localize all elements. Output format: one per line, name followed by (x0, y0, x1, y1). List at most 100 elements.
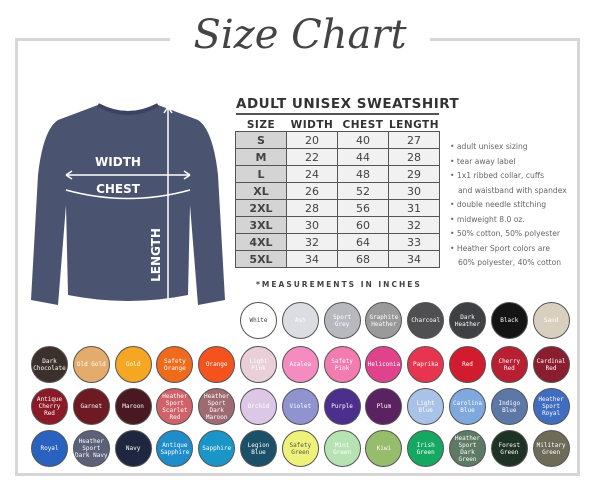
sweatshirt-image (31, 105, 225, 305)
measurement-cell: 52 (337, 182, 389, 200)
color-swatch: Ash (281, 302, 319, 339)
measurement-cell: 40 (337, 131, 389, 149)
measurement-cell: 26 (286, 182, 338, 200)
color-name: Mint Green (333, 441, 352, 456)
size-cell: S (235, 131, 287, 149)
color-name: Light Pink (249, 357, 268, 372)
column-header: SIZE (246, 119, 276, 131)
color-swatch: Gold (114, 346, 152, 383)
feature-list: • adult unisex sizing • tear away label • … (450, 140, 580, 271)
color-swatch: Royal (31, 430, 68, 467)
color-name: Sapphire (202, 445, 232, 452)
feature-item: • double needle stitching (450, 200, 547, 209)
color-swatch: Black (490, 302, 528, 339)
color-name: Dark Heather (454, 313, 481, 328)
color-swatch: Forest Green (490, 430, 528, 467)
color-name: Antique Sapphire (160, 441, 190, 456)
measurement-cell: 31 (388, 199, 440, 217)
color-name: Royal (40, 445, 59, 452)
color-swatch: Cardinal Red (532, 346, 570, 383)
color-name: Heather Sport Dark Green (454, 434, 481, 463)
color-name: Ash (294, 317, 306, 324)
color-swatch: Sapphire (198, 430, 236, 467)
color-name: Orange (205, 361, 228, 368)
color-swatch: Dark Chocolate (31, 346, 68, 383)
measurement-cell: 20 (286, 131, 338, 149)
sweatshirt-diagram: WIDTH CHEST LENGTH (31, 103, 225, 311)
table-row: 5XL 34 68 34 (235, 250, 440, 268)
color-name: Garnet (80, 403, 103, 410)
measurement-cell: 28 (388, 148, 440, 166)
feature-item: • Heather Sport colors are (450, 243, 551, 253)
color-name: White (249, 317, 268, 324)
color-swatch: Kiwi (365, 430, 403, 467)
color-swatch: Charcoal (407, 302, 445, 339)
color-name: Old Gold (76, 361, 106, 368)
color-name: Safety Green (289, 441, 312, 456)
measurement-cell: 22 (286, 148, 338, 166)
color-swatch: Heather Sport Royal (532, 388, 570, 425)
size-cell: 5XL (235, 250, 287, 268)
measurements-note: *MEASUREMENTS IN INCHES (256, 280, 422, 289)
color-swatch: Old Gold (72, 346, 110, 383)
color-name: Heather Sport Dark Navy (75, 438, 108, 459)
feature-item: • 50% cotton, 50% polyester (450, 229, 561, 238)
color-swatch: Paprika (407, 346, 445, 383)
color-swatch: Graphite Heather (365, 302, 403, 339)
color-name: Heliconia (367, 361, 401, 368)
color-swatch: Mint Green (323, 430, 361, 467)
color-swatch: Garnet (72, 388, 110, 425)
measurement-cell: 34 (286, 250, 338, 268)
table-title: ADULT UNISEX SWEATSHIRT (236, 95, 459, 115)
color-swatch: Purple (323, 388, 361, 425)
color-name: Graphite Heather (369, 313, 399, 328)
color-swatch: Light Pink (240, 346, 277, 383)
color-name: Irish Green (416, 441, 435, 456)
color-swatch: Dark Heather (449, 302, 486, 339)
color-name: Black (500, 317, 519, 324)
size-cell: 4XL (235, 233, 287, 251)
color-name: Purple (331, 403, 353, 410)
color-swatch: Sand (532, 302, 570, 339)
color-name: Cardinal Red (536, 357, 566, 372)
color-swatch: Irish Green (407, 430, 445, 467)
color-swatch: Violet (281, 388, 319, 425)
color-name: Safety Pink (331, 357, 353, 372)
table-row: S 20 40 27 (235, 131, 440, 149)
color-name: Forest Green (498, 441, 521, 456)
color-swatch: Antique Cherry Red (31, 388, 68, 425)
color-swatch: Carolina Blue (449, 388, 486, 425)
size-cell: 3XL (235, 216, 287, 234)
color-name: Dark Chocolate (33, 357, 66, 372)
length-label: LENGTH (149, 228, 163, 282)
measurement-cell: 68 (337, 250, 389, 268)
color-swatch: Heather Sport Dark Maroon (198, 388, 236, 425)
measurement-cell: 30 (388, 182, 440, 200)
measurement-cell: 34 (388, 250, 440, 268)
color-swatch: Navy (114, 430, 152, 467)
color-swatch: Military Green (532, 430, 570, 467)
color-name: Maroon (122, 403, 144, 410)
measurement-cell: 27 (388, 131, 440, 149)
color-name: Safety Orange (164, 357, 186, 372)
color-swatch: Orange (198, 346, 236, 383)
measurement-cell: 32 (286, 233, 338, 251)
table-row: M 22 44 28 (235, 148, 440, 166)
feature-item: 60% polyester, 40% cotton (458, 258, 562, 267)
color-name: Sand (543, 317, 559, 324)
color-swatch: Antique Sapphire (156, 430, 194, 467)
size-cell: M (235, 148, 287, 166)
color-name: Navy (125, 445, 141, 452)
color-name: Indigo Blue (498, 399, 521, 414)
color-swatch: Orchid (240, 388, 277, 425)
measurement-cell: 60 (337, 216, 389, 234)
color-swatch: Azalea (281, 346, 319, 383)
color-name: Paprika (413, 361, 439, 368)
color-name: Violet (289, 403, 312, 410)
table-row: 3XL 30 60 32 (235, 216, 440, 234)
feature-item: • adult unisex sizing (450, 142, 528, 151)
table-row: 4XL 32 64 33 (235, 233, 440, 251)
feature-item: • tear away label (450, 156, 516, 166)
size-cell: L (235, 165, 287, 183)
color-name: Plum (376, 403, 392, 410)
